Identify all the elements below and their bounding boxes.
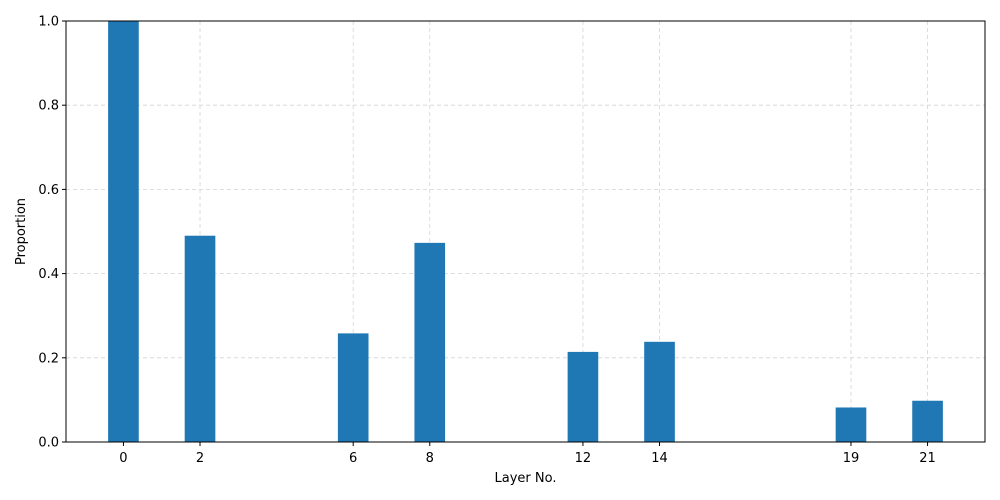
bar-layer-21 [912, 400, 943, 442]
x-tick-label: 6 [349, 451, 357, 466]
y-tick-label: 0.6 [38, 183, 59, 198]
x-axis-label: Layer No. [495, 471, 557, 486]
y-axis-label: Proportion [14, 198, 29, 265]
bars [108, 21, 943, 442]
y-tick-label: 0.8 [38, 99, 59, 114]
x-tick-label: 8 [426, 451, 434, 466]
bar-layer-2 [184, 235, 216, 442]
y-tick-label: 1.0 [38, 15, 59, 30]
x-tick-label: 14 [651, 451, 668, 466]
x-tick-label: 21 [919, 451, 936, 466]
plot-frame [65, 20, 986, 443]
bar-layer-14 [644, 341, 675, 442]
x-axis-ticks: 0 2 6 8 12 14 19 21 [119, 442, 936, 466]
bar-layer-19 [835, 407, 867, 442]
y-tick-label: 0.2 [38, 351, 59, 366]
bar-layer-6 [337, 333, 369, 442]
x-tick-label: 12 [575, 451, 592, 466]
x-tick-label: 2 [196, 451, 204, 466]
bar-layer-8 [414, 242, 446, 442]
bar-layer-0 [108, 21, 139, 442]
x-tick-label: 0 [119, 451, 127, 466]
x-tick-label: 19 [843, 451, 860, 466]
y-axis-ticks: 0.0 0.2 0.4 0.6 0.8 1.0 [38, 15, 66, 451]
bar-layer-12 [567, 351, 599, 442]
y-tick-label: 0.4 [38, 267, 59, 282]
y-tick-label: 0.0 [38, 436, 59, 451]
